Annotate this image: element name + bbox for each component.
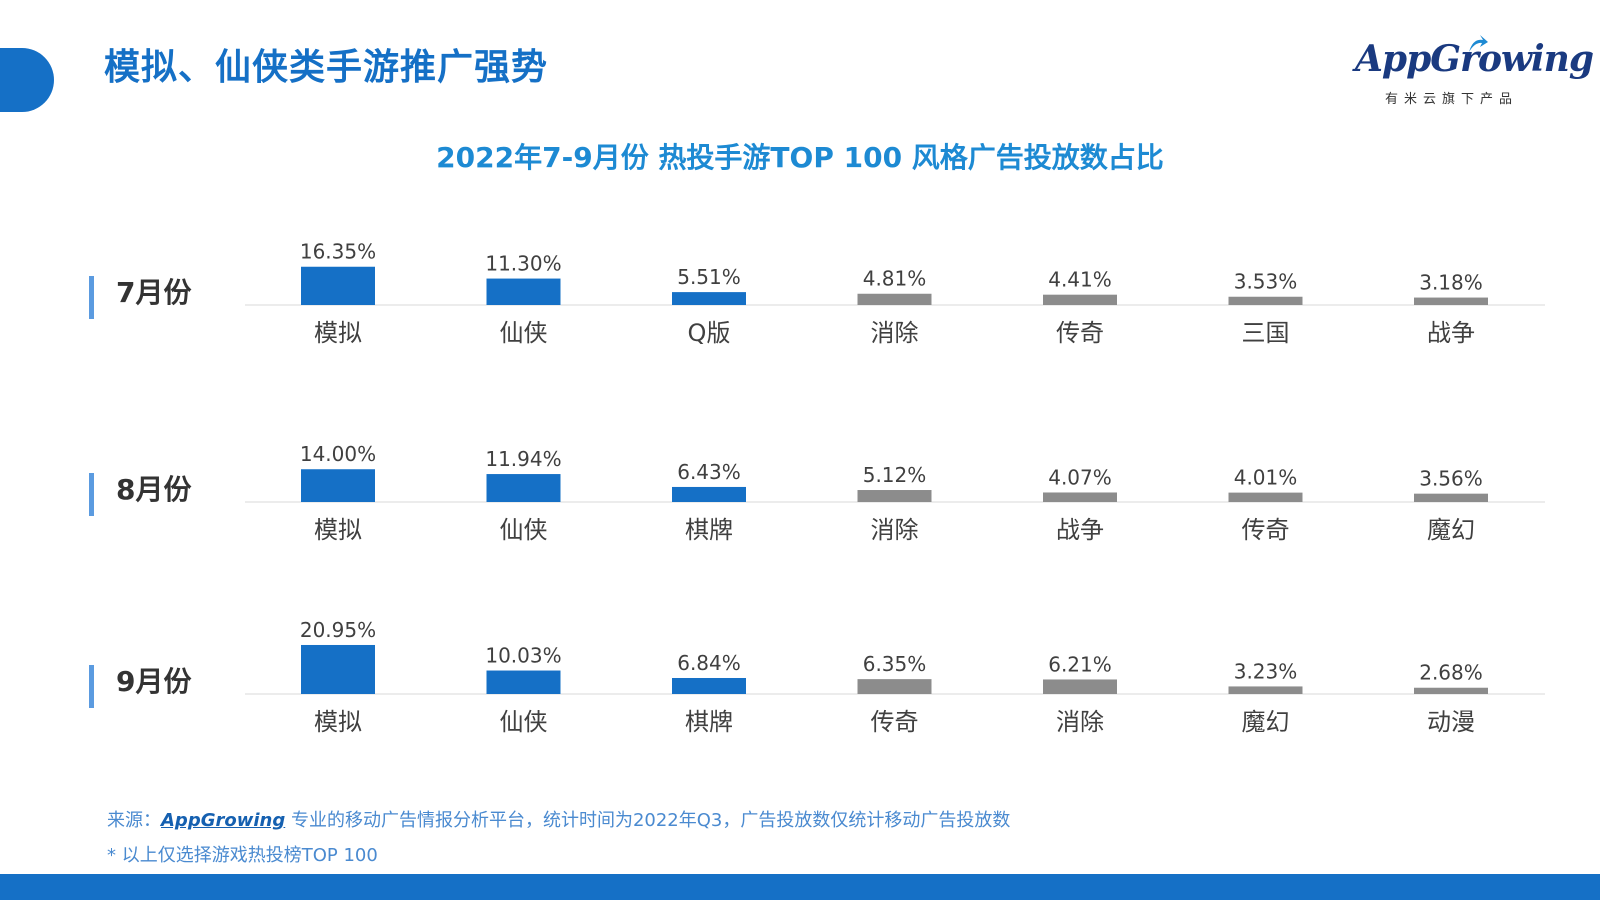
category-label: 战争 xyxy=(1056,516,1104,544)
bar xyxy=(857,490,932,502)
data-label: 6.21% xyxy=(1048,652,1112,676)
data-label: 14.00% xyxy=(300,442,376,466)
source-brand-link[interactable]: AppGrowing xyxy=(161,810,286,831)
bar xyxy=(857,293,932,305)
data-label: 16.35% xyxy=(300,240,376,264)
source-note: 来源：AppGrowing 专业的移动广告情报分析平台，统计时间为2022年Q3… xyxy=(107,806,1010,832)
category-label: 消除 xyxy=(871,319,919,347)
data-label: 4.81% xyxy=(863,267,927,291)
month-label: 7月份 xyxy=(116,276,191,309)
category-label: 消除 xyxy=(1056,708,1104,736)
category-label: 消除 xyxy=(871,516,919,544)
category-label: 模拟 xyxy=(314,516,362,544)
category-label: 战争 xyxy=(1427,319,1475,347)
category-label: Q版 xyxy=(688,319,731,347)
bar xyxy=(1043,294,1117,305)
data-label: 4.07% xyxy=(1048,465,1112,489)
category-label: 传奇 xyxy=(1056,319,1104,347)
bar xyxy=(672,486,746,502)
bar xyxy=(1414,297,1488,305)
category-label: 棋牌 xyxy=(685,708,733,736)
category-label: 仙侠 xyxy=(500,516,548,544)
category-label: 三国 xyxy=(1242,319,1290,347)
month-label: 8月份 xyxy=(116,473,191,506)
footnote: * 以上仅选择游戏热投榜TOP 100 xyxy=(107,845,378,866)
category-label: 棋牌 xyxy=(685,516,733,544)
bar xyxy=(1228,492,1303,502)
logo-arrow-icon xyxy=(1469,35,1488,52)
data-label: 3.53% xyxy=(1234,270,1298,294)
source-text: 专业的移动广告情报分析平台，统计时间为2022年Q3，广告投放数仅统计移动广告投… xyxy=(290,810,1011,831)
data-label: 3.23% xyxy=(1234,659,1298,683)
data-label: 3.18% xyxy=(1419,271,1483,295)
data-label: 6.84% xyxy=(677,651,741,675)
category-label: 动漫 xyxy=(1427,708,1475,736)
data-label: 4.41% xyxy=(1048,268,1112,292)
data-label: 6.35% xyxy=(863,652,927,676)
data-label: 3.56% xyxy=(1419,467,1483,491)
category-label: 模拟 xyxy=(314,319,362,347)
bar xyxy=(301,469,375,502)
bar xyxy=(672,292,746,305)
data-label: 5.51% xyxy=(677,265,741,289)
bar xyxy=(1414,493,1488,502)
month-marker xyxy=(89,276,94,319)
source-prefix: 来源： xyxy=(107,810,161,831)
data-label: 2.68% xyxy=(1419,661,1483,685)
category-label: 传奇 xyxy=(871,708,919,736)
data-label: 4.01% xyxy=(1234,466,1298,490)
bar xyxy=(1414,687,1488,694)
bar xyxy=(857,679,932,694)
month-label: 9月份 xyxy=(116,665,191,698)
data-label: 6.43% xyxy=(677,460,741,484)
data-label: 11.30% xyxy=(485,252,561,276)
category-label: 魔幻 xyxy=(1242,708,1290,736)
data-label: 20.95% xyxy=(300,618,376,642)
bar xyxy=(486,474,561,502)
category-label: 模拟 xyxy=(314,708,362,736)
bar xyxy=(486,670,561,694)
month-marker xyxy=(89,665,94,708)
bar xyxy=(301,266,375,305)
appgrowing-logo: AppGrowing 有米云旗下产品 xyxy=(1355,35,1594,108)
bottom-bar xyxy=(0,874,1600,900)
logo-subtitle: 有米云旗下产品 xyxy=(1385,92,1519,107)
data-label: 11.94% xyxy=(485,447,561,471)
chart-title: 2022年7-9月份 热投手游TOP 100 风格广告投放数占比 xyxy=(436,141,1164,174)
category-label: 传奇 xyxy=(1242,516,1290,544)
bar xyxy=(672,677,746,694)
data-label: 5.12% xyxy=(863,463,927,487)
left-accent-tab xyxy=(0,48,54,112)
category-label: 魔幻 xyxy=(1427,516,1475,544)
bar xyxy=(1043,492,1117,502)
bar xyxy=(1228,686,1303,694)
month-marker xyxy=(89,473,94,516)
bar xyxy=(486,278,561,305)
bar xyxy=(1043,679,1117,694)
data-label: 10.03% xyxy=(485,644,561,668)
category-label: 仙侠 xyxy=(500,319,548,347)
page-title: 模拟、仙侠类手游推广强势 xyxy=(104,47,549,88)
bar xyxy=(301,644,375,694)
category-label: 仙侠 xyxy=(500,708,548,736)
bar xyxy=(1228,296,1303,305)
